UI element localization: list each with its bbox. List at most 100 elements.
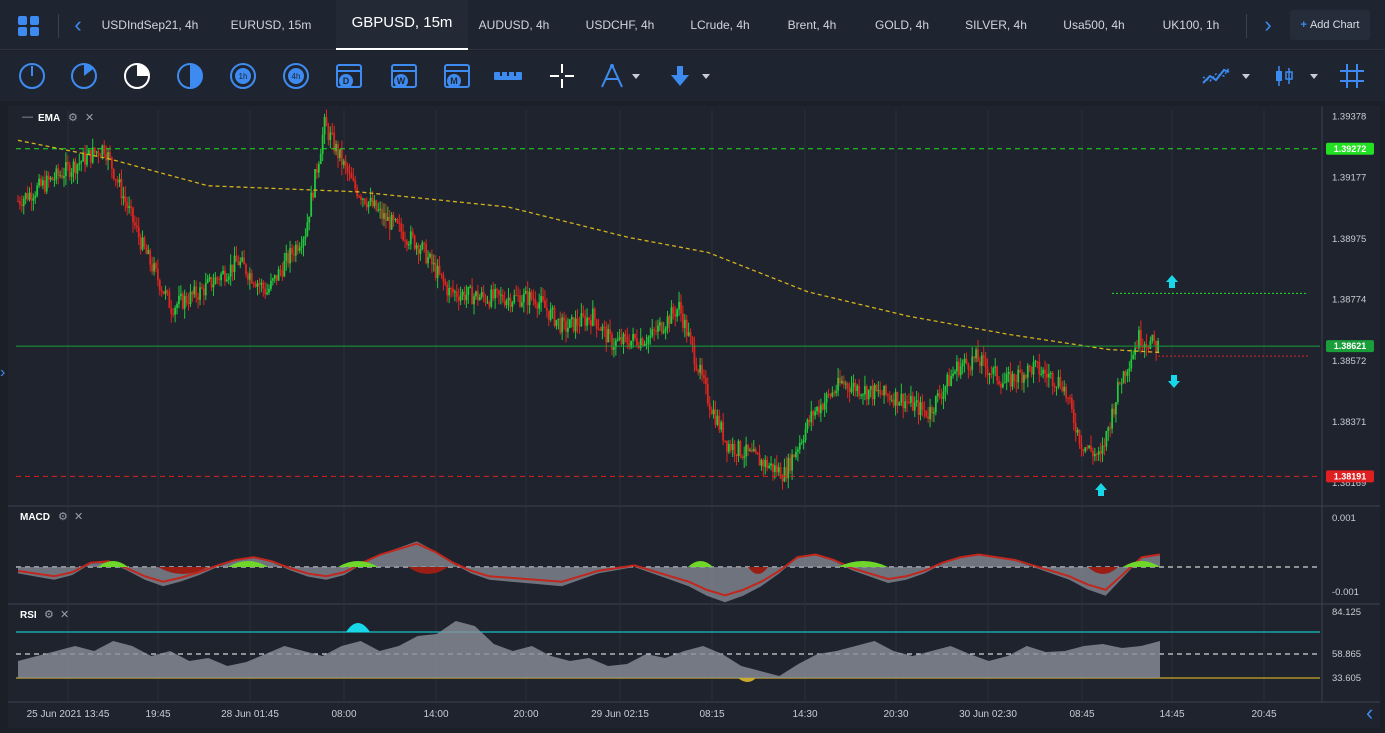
candle-body xyxy=(601,326,604,331)
price-tick-label: 1.38572 xyxy=(1332,356,1366,367)
candle-body xyxy=(551,307,554,310)
clock-3-icon[interactable] xyxy=(121,61,153,91)
chart-area[interactable]: 25 Jun 2021 13:45 19:45 28 Jun 01:45 08:00 1… xyxy=(8,106,1380,728)
crosshair-icon[interactable] xyxy=(546,61,578,91)
candle-body xyxy=(708,403,711,410)
tab-silver[interactable]: SILVER, 4h xyxy=(965,18,1027,32)
candle-body xyxy=(952,373,954,377)
close-icon[interactable]: ✕ xyxy=(85,112,95,124)
candle-body xyxy=(697,369,700,373)
macd-histogram-positive xyxy=(228,561,268,567)
candle-body xyxy=(1057,376,1060,387)
rsi-overbought-fill xyxy=(346,623,370,632)
grid-toggle-icon[interactable] xyxy=(1336,61,1368,91)
candle-body xyxy=(1003,382,1006,384)
candle-body xyxy=(43,180,46,192)
price-tick-label: 1.38975 xyxy=(1332,234,1366,245)
candle-body xyxy=(1090,445,1092,451)
candle-body xyxy=(407,244,410,246)
candle-body xyxy=(1051,373,1054,387)
layout-grid-icon[interactable] xyxy=(14,12,44,40)
tab-usdindsep21[interactable]: USDIndSep21, 4h xyxy=(101,18,199,32)
settings-icon[interactable]: ⚙ xyxy=(68,112,78,124)
candle-body xyxy=(1103,445,1106,447)
candle-body xyxy=(568,319,571,328)
chevron-down-icon[interactable] xyxy=(698,61,714,91)
candle-body xyxy=(657,325,659,332)
chevron-down-icon[interactable] xyxy=(1306,61,1322,91)
price-chart[interactable]: 25 Jun 2021 13:45 19:45 28 Jun 01:45 08:00 1… xyxy=(8,106,1380,728)
tab-uk100[interactable]: UK100, 1h xyxy=(1162,18,1220,32)
candle-body xyxy=(716,415,719,425)
candle-body xyxy=(191,291,194,295)
candle-body xyxy=(676,309,679,317)
candle-body xyxy=(490,289,493,307)
candle-body xyxy=(818,406,820,414)
tab-eurusd[interactable]: EURUSD, 15m xyxy=(230,18,312,32)
candle-body xyxy=(614,340,617,348)
tab-brent[interactable]: Brent, 4h xyxy=(787,18,837,32)
close-icon[interactable]: ✕ xyxy=(74,511,84,523)
tab-gold[interactable]: GOLD, 4h xyxy=(874,18,930,32)
candle-body xyxy=(879,389,882,395)
chevron-left-icon[interactable]: ‹ xyxy=(74,12,82,37)
candle-body xyxy=(446,284,449,296)
candle-body xyxy=(492,289,495,299)
arrow-down-tool-icon[interactable] xyxy=(664,61,696,91)
candle-body xyxy=(685,319,688,336)
candle-body xyxy=(89,150,92,163)
settings-icon[interactable]: ⚙ xyxy=(58,511,68,523)
candle-body xyxy=(503,300,506,306)
candlestick-type-icon[interactable] xyxy=(1268,61,1300,91)
collapse-icon[interactable]: — xyxy=(22,111,33,123)
candle-body xyxy=(402,231,405,241)
candle-body xyxy=(1124,371,1127,376)
calendar-w-icon[interactable]: W xyxy=(388,61,420,91)
candle-body xyxy=(254,284,257,287)
candle-body xyxy=(1001,383,1004,388)
ruler-icon[interactable] xyxy=(492,61,524,91)
candle-body xyxy=(333,132,336,152)
candle-body xyxy=(448,288,451,296)
candle-body xyxy=(846,383,849,389)
candle-body xyxy=(775,465,778,473)
candle-body xyxy=(273,275,276,279)
candle-body xyxy=(1101,445,1104,454)
candle-body xyxy=(789,457,792,471)
candle-body xyxy=(130,206,132,208)
chevron-left-icon[interactable]: ‹ xyxy=(1366,700,1374,725)
candle-body xyxy=(287,253,290,264)
candle-body xyxy=(950,376,953,386)
candle-body xyxy=(827,393,830,395)
clock-1-icon[interactable] xyxy=(16,61,48,91)
candle-body xyxy=(630,340,633,348)
close-icon[interactable]: ✕ xyxy=(60,609,70,621)
candle-body xyxy=(572,317,575,332)
candle-body xyxy=(526,291,529,306)
candle-body xyxy=(214,277,217,285)
tab-usa500[interactable]: Usa500, 4h xyxy=(1063,18,1125,32)
candle-body xyxy=(773,465,776,472)
timeframe-1h-icon[interactable]: 1h xyxy=(227,61,259,91)
clock-4-icon[interactable] xyxy=(174,61,206,91)
tab-usdchf[interactable]: USDCHF, 4h xyxy=(585,18,655,32)
candle-body xyxy=(348,172,351,174)
chevron-right-icon[interactable]: › xyxy=(1264,12,1272,37)
candle-body xyxy=(733,443,736,455)
settings-icon[interactable]: ⚙ xyxy=(44,609,54,621)
timeframe-4h-icon[interactable]: 4h xyxy=(280,61,312,91)
clock-2-icon[interactable] xyxy=(68,61,100,91)
calendar-m-icon[interactable]: M xyxy=(441,61,473,91)
chevron-down-icon[interactable] xyxy=(628,61,644,91)
indicator-line-icon[interactable] xyxy=(1200,61,1232,91)
macd-tick-label: 0.001 xyxy=(1332,513,1356,524)
compass-drawing-icon[interactable] xyxy=(596,61,628,91)
tab-lcrude[interactable]: LCrude, 4h xyxy=(690,18,750,32)
tab-audusd[interactable]: AUDUSD, 4h xyxy=(478,18,550,32)
calendar-d-icon[interactable]: D xyxy=(333,61,365,91)
add-chart-button[interactable]: + Add Chart xyxy=(1290,10,1370,40)
tab-gbpusd[interactable]: GBPUSD, 15m xyxy=(336,0,468,50)
svg-text:1h: 1h xyxy=(239,72,248,81)
chevron-down-icon[interactable] xyxy=(1238,61,1254,91)
chevron-right-icon[interactable]: › xyxy=(0,364,6,381)
